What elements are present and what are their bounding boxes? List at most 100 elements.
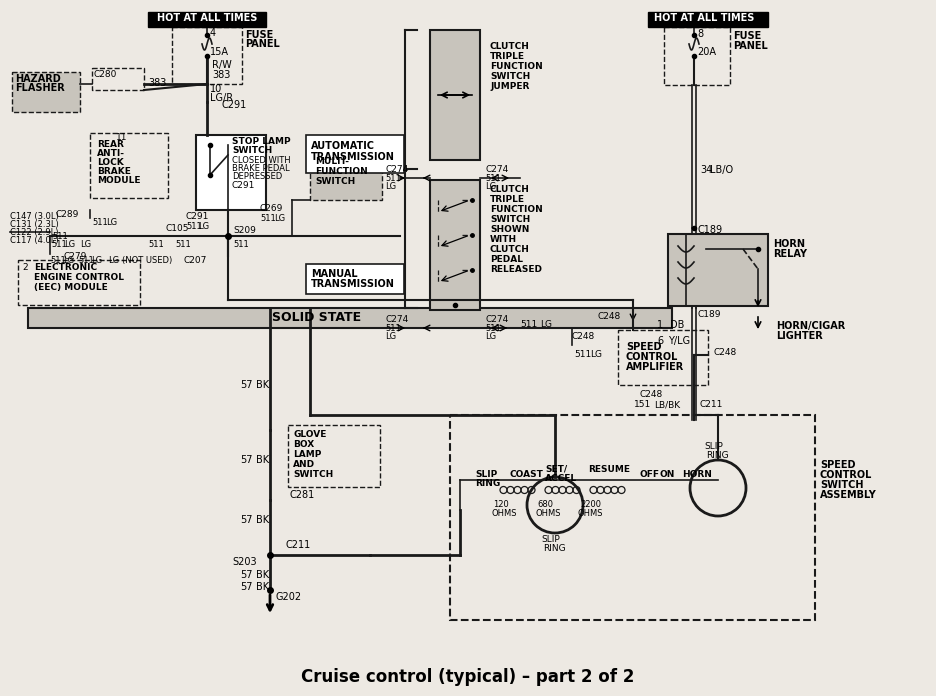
Text: SLIP: SLIP [541,535,560,544]
Text: C122 (2.9L): C122 (2.9L) [10,228,58,237]
Text: LG: LG [63,256,74,265]
Text: RELEASED: RELEASED [490,265,542,274]
Text: 511: 511 [148,240,164,249]
Text: C274: C274 [385,315,408,324]
Bar [90,133,168,198]
Text: BRAKE: BRAKE [97,167,131,176]
Text: Cruise control (typical) – part 2 of 2: Cruise control (typical) – part 2 of 2 [301,668,635,686]
Text: SET/: SET/ [545,465,567,474]
Text: HOT AT ALL TIMES: HOT AT ALL TIMES [157,13,257,23]
Text: 57: 57 [240,380,253,390]
Bar [664,27,730,85]
Text: 6: 6 [657,336,663,346]
Text: DB: DB [670,320,684,330]
Text: JUMPER: JUMPER [490,82,530,91]
Text: SPEED: SPEED [626,342,662,352]
Text: C248: C248 [598,312,622,321]
Text: 511: 511 [233,240,249,249]
Text: RING: RING [706,451,728,460]
Text: SWITCH: SWITCH [490,72,531,81]
Text: C131 (2.3L): C131 (2.3L) [10,220,59,229]
Text: CLUTCH: CLUTCH [490,185,530,194]
Text: CLOSED WITH: CLOSED WITH [232,156,290,165]
Text: MODULE: MODULE [97,176,140,185]
Text: 4: 4 [210,28,216,38]
Bar [92,68,144,90]
Text: CONTROL: CONTROL [820,470,872,480]
Text: G202: G202 [275,592,301,602]
Bar [196,135,266,210]
Bar [668,234,768,306]
Text: FUNCTION: FUNCTION [315,167,368,176]
Text: LOCK: LOCK [97,158,124,167]
Text: LG: LG [80,240,91,249]
Text: PEDAL: PEDAL [490,255,523,264]
Text: C280: C280 [94,70,117,79]
Text: C274: C274 [485,315,508,324]
Text: C274: C274 [485,165,508,174]
Bar [430,30,480,160]
Text: LG: LG [540,320,552,329]
Text: BRAKE PEDAL: BRAKE PEDAL [232,164,289,173]
Text: MULTI-: MULTI- [315,157,349,166]
Text: HORN: HORN [773,239,805,249]
Bar [148,12,266,27]
Text: BK: BK [256,455,270,465]
Text: 511: 511 [485,174,501,183]
Text: CONTROL: CONTROL [626,352,679,362]
Bar [18,260,140,305]
Text: C269: C269 [260,204,284,213]
Text: C281: C281 [290,490,315,500]
Text: CLUTCH: CLUTCH [490,245,530,254]
Text: ELECTRONIC: ELECTRONIC [34,263,97,272]
Text: SLIP: SLIP [475,470,497,479]
Text: CLUTCH: CLUTCH [490,42,530,51]
Text: FLASHER: FLASHER [15,83,65,93]
Text: C105: C105 [165,224,188,233]
Text: S209: S209 [233,226,256,235]
Text: 120: 120 [493,500,509,509]
Text: 57: 57 [240,570,253,580]
Text: LG: LG [385,332,396,341]
Text: FUNCTION: FUNCTION [490,62,543,71]
Text: AND: AND [293,460,315,469]
Text: C189: C189 [698,310,722,319]
Text: LIGHTER: LIGHTER [776,331,823,341]
Text: LG: LG [590,350,602,359]
Text: S203: S203 [232,557,256,567]
Text: GLOVE: GLOVE [293,430,327,439]
Text: BK: BK [256,515,270,525]
Text: C211: C211 [285,540,310,550]
Text: FUSE: FUSE [733,31,761,41]
Text: SWITCH: SWITCH [820,480,864,490]
Text: SPEED: SPEED [820,460,856,470]
Bar [648,12,768,27]
Bar [12,72,80,112]
Bar [28,308,672,328]
Text: 57: 57 [240,515,253,525]
Text: ON: ON [660,470,676,479]
Text: PANEL: PANEL [733,41,768,51]
Text: C279: C279 [64,252,87,261]
Text: OHMS: OHMS [535,509,561,518]
Text: SHOWN: SHOWN [490,225,530,234]
Text: TRIPLE: TRIPLE [490,195,525,204]
Text: 680: 680 [537,500,553,509]
Text: C274: C274 [385,165,408,174]
Text: WITH: WITH [490,235,517,244]
Text: C189: C189 [698,225,724,235]
Text: 57: 57 [240,582,253,592]
Text: 34: 34 [700,165,712,175]
Text: 511: 511 [51,240,66,249]
Text: 511: 511 [260,214,276,223]
Text: LG: LG [64,240,75,249]
Text: C291: C291 [232,181,256,190]
Text: 11: 11 [116,133,127,142]
Text: (NOT USED): (NOT USED) [122,256,172,265]
Text: 57: 57 [240,455,253,465]
Text: Y/LG: Y/LG [668,336,690,346]
Text: 383: 383 [212,70,230,80]
Text: 2200: 2200 [580,500,601,509]
Text: LB/O: LB/O [710,165,733,175]
Text: LG: LG [485,182,496,191]
